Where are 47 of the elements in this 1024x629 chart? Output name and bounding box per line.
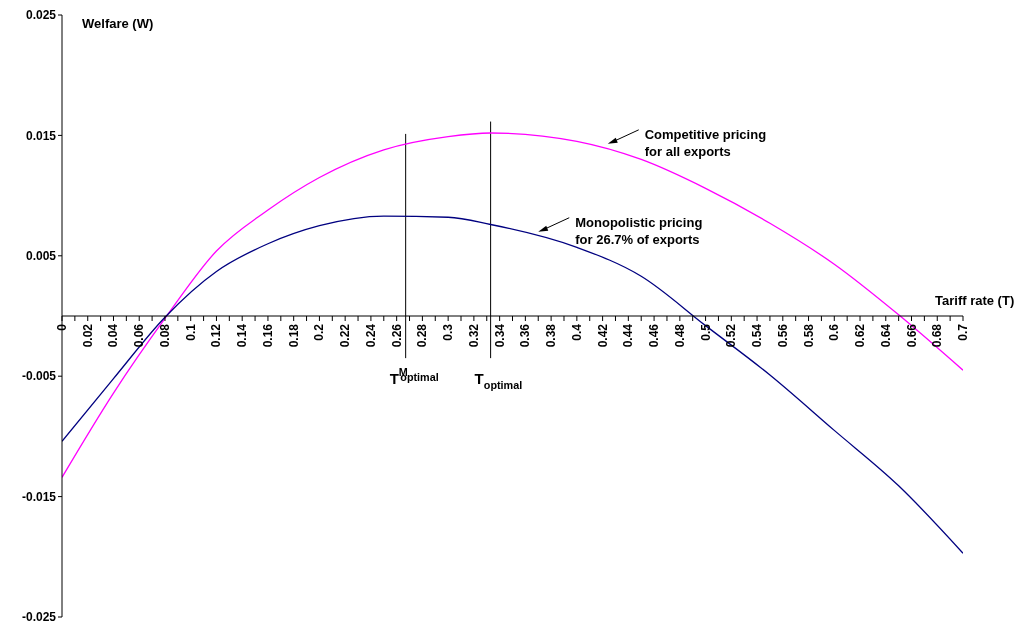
x-tick-label: 0.28	[415, 323, 430, 348]
x-axis-title: Tariff rate (T)	[935, 293, 1015, 308]
x-tick-label: 0.24	[363, 323, 378, 348]
x-tick-label: 0.02	[80, 323, 95, 348]
x-tick-label: 0.42	[595, 323, 610, 348]
x-tick-label: 0.7	[956, 323, 970, 341]
x-tick-label: 0.54	[750, 323, 765, 348]
x-tick-label: 0.66	[904, 323, 919, 348]
x-tick-label: 0.3	[441, 323, 456, 341]
y-tick-label: 0.025	[25, 8, 57, 23]
x-tick-label: 0.62	[853, 323, 868, 348]
x-tick-label: 0.52	[724, 323, 739, 348]
x-tick-label: 0.5	[698, 323, 713, 341]
x-tick-label: 0.06	[132, 323, 147, 348]
y-tick-label: -0.015	[21, 489, 57, 504]
x-tick-label: 0.38	[544, 323, 559, 348]
x-tick-label: 0.08	[157, 323, 172, 348]
x-tick-label: 0.4	[569, 323, 584, 341]
x-tick-label: 0	[55, 323, 69, 331]
y-tick-label: -0.005	[21, 369, 57, 384]
annotation: Competitive pricing for all exports	[644, 126, 767, 159]
y-tick-label: -0.025	[21, 610, 57, 625]
x-tick-label: 0.16	[260, 323, 275, 348]
x-tick-label: 0.44	[621, 323, 636, 348]
annotation: Monopolistic pricing for 26.7% of exports	[575, 214, 703, 247]
x-tick-label: 0.1	[183, 323, 198, 341]
x-tick-label: 0.34	[492, 323, 507, 348]
x-tick-label: 0.32	[466, 323, 481, 348]
x-tick-label: 0.64	[878, 323, 893, 348]
x-tick-label: 0.26	[389, 323, 404, 348]
x-tick-label: 0.6	[827, 323, 842, 341]
x-tick-label: 0.56	[775, 323, 790, 348]
x-tick-label: 0.04	[106, 323, 121, 348]
x-tick-label: 0.18	[286, 323, 301, 348]
y-tick-label: 0.005	[25, 249, 57, 264]
x-tick-label: 0.36	[518, 323, 533, 348]
x-tick-label: 0.68	[930, 323, 945, 348]
x-tick-label: 0.48	[672, 323, 687, 348]
ref-line-label: T$_{optimal}$	[474, 370, 523, 392]
x-tick-label: 0.46	[647, 323, 662, 348]
x-tick-label: 0.58	[801, 323, 816, 348]
y-tick-label: 0.015	[25, 128, 57, 143]
y-axis-title: Welfare (W)	[82, 16, 154, 31]
x-tick-label: 0.12	[209, 323, 224, 348]
x-tick-label: 0.2	[312, 323, 327, 341]
x-tick-label: 0.22	[338, 323, 353, 348]
x-tick-label: 0.14	[235, 323, 250, 348]
